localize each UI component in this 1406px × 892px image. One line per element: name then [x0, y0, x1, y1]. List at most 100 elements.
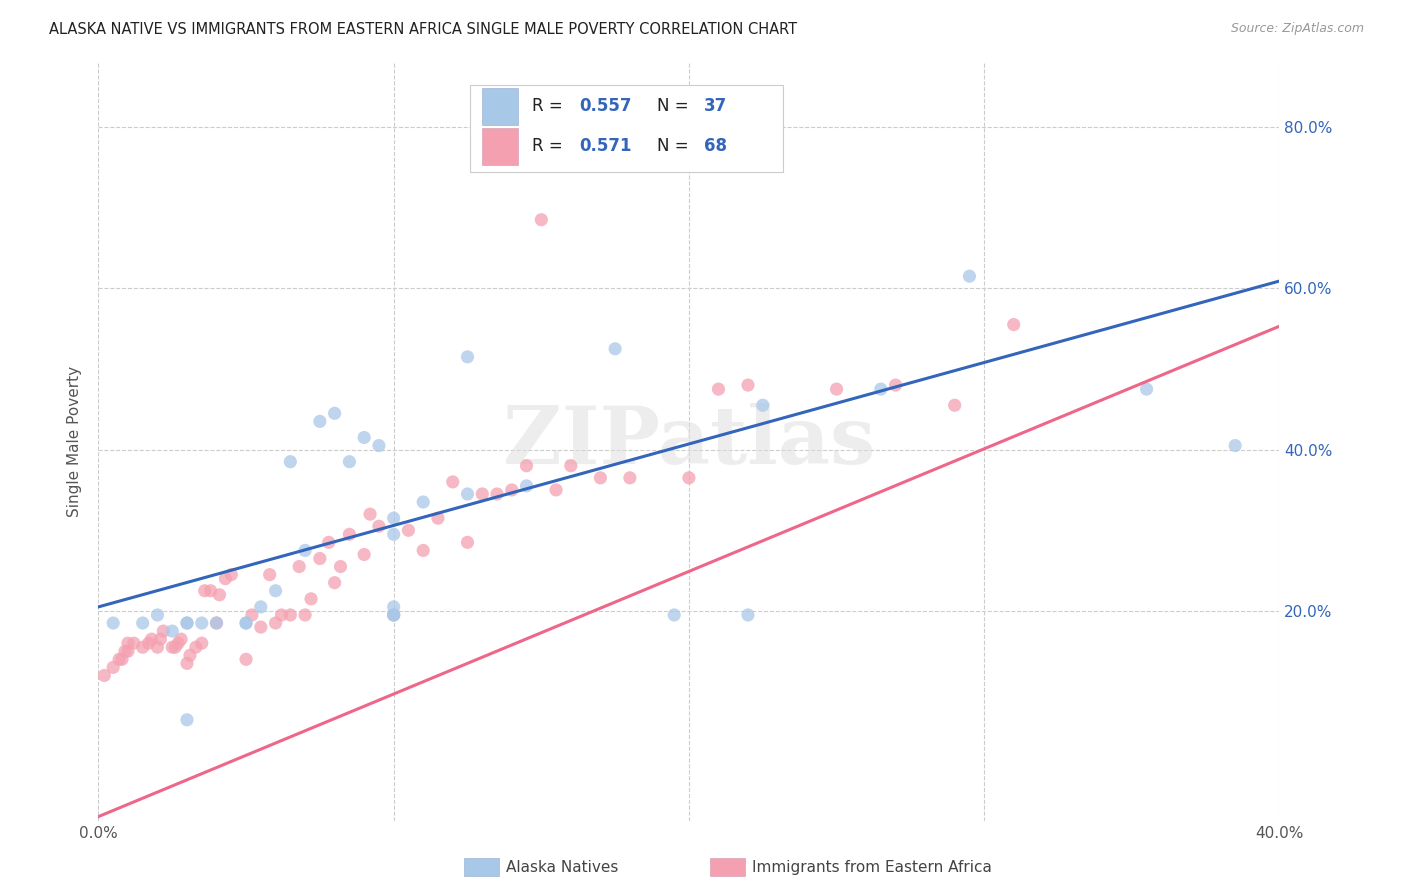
Point: [179, 648, 201, 663]
Point: [138, 636, 160, 650]
Point: [457, 535, 479, 549]
Point: [707, 382, 730, 396]
Point: [299, 591, 322, 606]
Point: [318, 535, 340, 549]
Point: [353, 430, 375, 444]
Point: [339, 455, 361, 469]
Point: [382, 607, 405, 622]
Point: [959, 269, 981, 284]
Point: [270, 607, 292, 622]
Point: [141, 632, 163, 647]
Point: [205, 615, 228, 630]
Point: [132, 640, 155, 655]
Point: [309, 551, 332, 566]
Point: [530, 212, 553, 227]
Point: [427, 511, 450, 525]
Point: [560, 458, 582, 473]
Point: [288, 559, 311, 574]
Point: [149, 632, 172, 647]
Point: [309, 414, 332, 428]
Point: [176, 713, 198, 727]
Point: [235, 652, 257, 666]
Point: [208, 588, 231, 602]
Point: [752, 398, 775, 412]
Point: [516, 479, 538, 493]
Text: ZIPatlas: ZIPatlas: [503, 402, 875, 481]
Point: [191, 615, 214, 630]
Point: [264, 615, 287, 630]
Text: 37: 37: [704, 96, 727, 115]
Point: [111, 652, 134, 666]
Point: [117, 636, 139, 650]
Point: [398, 523, 420, 537]
Point: [323, 575, 346, 590]
Point: [280, 607, 302, 622]
Point: [191, 636, 214, 650]
Point: [294, 607, 316, 622]
Point: [162, 640, 183, 655]
Point: [412, 495, 434, 509]
Point: [146, 607, 169, 622]
Point: [264, 583, 287, 598]
Point: [294, 543, 316, 558]
Point: [146, 640, 169, 655]
Text: 0.557: 0.557: [579, 96, 631, 115]
Point: [457, 487, 479, 501]
Point: [176, 615, 198, 630]
Point: [1002, 318, 1025, 332]
Point: [167, 636, 190, 650]
Point: [619, 471, 641, 485]
Point: [359, 507, 381, 521]
Point: [441, 475, 464, 489]
Point: [176, 657, 198, 671]
Point: [382, 607, 405, 622]
Point: [368, 519, 391, 533]
Point: [184, 640, 207, 655]
Point: [884, 378, 907, 392]
FancyBboxPatch shape: [482, 128, 517, 165]
Point: [103, 615, 125, 630]
Point: [825, 382, 848, 396]
Text: N =: N =: [657, 96, 695, 115]
Point: [382, 511, 405, 525]
Text: Immigrants from Eastern Africa: Immigrants from Eastern Africa: [752, 860, 993, 874]
Point: [152, 624, 174, 639]
Point: [664, 607, 686, 622]
Y-axis label: Single Male Poverty: Single Male Poverty: [67, 366, 83, 517]
Point: [240, 607, 263, 622]
Point: [117, 644, 139, 658]
Point: [259, 567, 281, 582]
Text: R =: R =: [531, 96, 568, 115]
Point: [221, 567, 243, 582]
Point: [353, 548, 375, 562]
Point: [412, 543, 434, 558]
Point: [678, 471, 700, 485]
Point: [589, 471, 612, 485]
Point: [737, 607, 759, 622]
Point: [194, 583, 217, 598]
Point: [737, 378, 759, 392]
Point: [1136, 382, 1159, 396]
Point: [546, 483, 568, 497]
Point: [382, 527, 405, 541]
Point: [457, 350, 479, 364]
Point: [114, 644, 136, 658]
Point: [250, 620, 273, 634]
Point: [162, 624, 183, 639]
Point: [329, 559, 352, 574]
Text: N =: N =: [657, 136, 695, 155]
Text: 68: 68: [704, 136, 727, 155]
Point: [605, 342, 627, 356]
Text: Alaska Natives: Alaska Natives: [506, 860, 619, 874]
Point: [870, 382, 893, 396]
Point: [165, 640, 187, 655]
Point: [250, 599, 273, 614]
FancyBboxPatch shape: [471, 85, 783, 172]
Point: [205, 615, 228, 630]
Point: [501, 483, 523, 497]
Point: [170, 632, 193, 647]
Point: [516, 458, 538, 473]
Point: [214, 572, 236, 586]
Point: [382, 599, 405, 614]
FancyBboxPatch shape: [482, 88, 517, 125]
